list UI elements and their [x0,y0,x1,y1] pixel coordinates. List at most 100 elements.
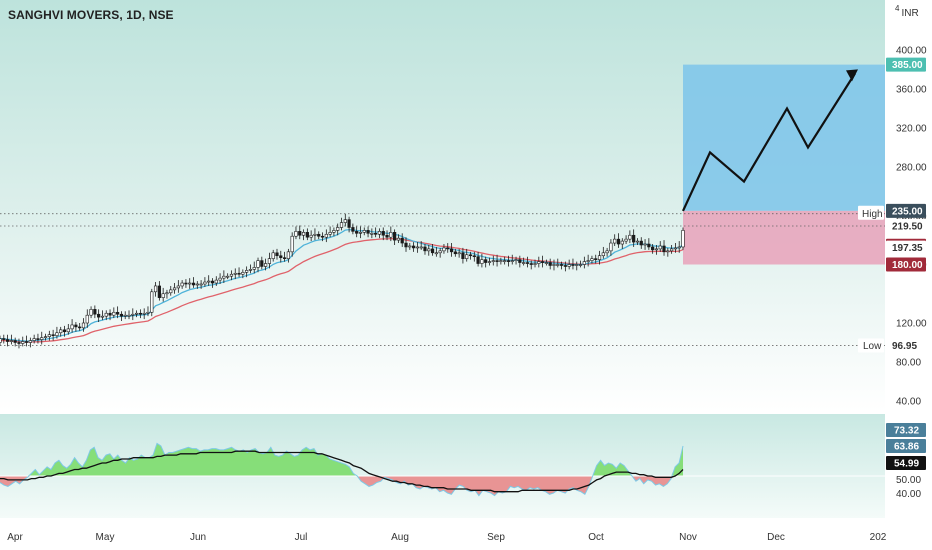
candle[interactable] [24,335,29,347]
candle[interactable] [222,270,226,284]
candle[interactable] [427,245,431,256]
candle[interactable] [377,228,382,239]
candle[interactable] [670,245,674,254]
candle[interactable] [681,227,685,250]
candle[interactable] [172,283,177,294]
candle[interactable] [43,333,48,341]
candle[interactable] [396,234,401,244]
candle[interactable] [218,273,222,284]
candle[interactable] [100,310,105,321]
candle[interactable] [66,323,70,335]
candle[interactable] [628,230,632,244]
candle[interactable] [457,248,461,258]
candle[interactable] [370,228,374,239]
candle[interactable] [366,226,370,238]
candle[interactable] [605,247,609,257]
candle[interactable] [609,239,613,256]
candle[interactable] [666,247,670,257]
candle[interactable] [434,246,438,257]
candle[interactable] [393,229,397,245]
candle[interactable] [446,243,450,253]
candle[interactable] [252,261,256,274]
candle[interactable] [256,257,260,273]
candle[interactable] [169,285,173,296]
candle[interactable] [374,227,378,238]
candle[interactable] [328,226,332,238]
candle[interactable] [616,233,621,248]
candle[interactable] [408,243,412,250]
candle[interactable] [324,229,328,243]
candle[interactable] [9,334,13,345]
candle[interactable] [313,228,317,241]
candle[interactable] [2,334,6,344]
candle[interactable] [415,242,419,253]
candle[interactable] [0,335,2,346]
candle[interactable] [525,256,530,268]
candle[interactable] [214,276,218,286]
stop-zone[interactable] [683,210,885,265]
candle[interactable] [85,309,89,328]
candle[interactable] [506,255,511,267]
candle[interactable] [662,240,666,256]
candle[interactable] [309,230,313,242]
candle[interactable] [347,216,351,233]
candle[interactable] [153,282,158,297]
candle[interactable] [613,234,617,246]
candle[interactable] [537,256,541,268]
candle[interactable] [552,259,556,271]
candle[interactable] [499,257,503,265]
candle[interactable] [112,307,116,319]
candle[interactable] [199,280,203,289]
candle[interactable] [510,254,514,265]
candle[interactable] [267,252,272,269]
candle[interactable] [503,256,507,265]
candle[interactable] [590,255,594,264]
candle[interactable] [632,229,636,247]
candle[interactable] [47,330,51,341]
candle[interactable] [620,238,624,249]
candle[interactable] [286,248,290,263]
candle[interactable] [582,256,586,269]
candle[interactable] [548,258,552,270]
candle[interactable] [332,227,336,237]
candle[interactable] [518,255,522,268]
candle[interactable] [362,227,366,236]
candle[interactable] [294,226,298,240]
candle[interactable] [55,326,59,339]
candle[interactable] [556,258,560,268]
candle[interactable] [594,254,598,264]
candle[interactable] [245,266,249,278]
candle[interactable] [226,273,230,280]
candle[interactable] [381,227,385,241]
candle[interactable] [438,247,442,258]
candle[interactable] [343,213,347,227]
candle[interactable] [142,308,146,320]
candle[interactable] [188,278,192,289]
candle[interactable] [74,322,78,332]
candle[interactable] [195,281,199,289]
candle[interactable] [207,275,211,286]
candle[interactable] [624,235,628,245]
candle[interactable] [123,311,127,320]
candle[interactable] [358,226,363,239]
candle[interactable] [597,250,602,265]
candle[interactable] [233,268,237,280]
candle[interactable] [480,253,484,268]
candle[interactable] [229,270,234,281]
candle[interactable] [108,309,112,321]
candle[interactable] [320,232,325,242]
candle[interactable] [411,242,416,252]
candle[interactable] [449,243,454,257]
candle[interactable] [639,237,643,249]
candle[interactable] [487,257,492,266]
candle[interactable] [176,280,180,293]
candle[interactable] [135,310,139,318]
candle[interactable] [419,241,423,250]
candle[interactable] [643,239,647,250]
projection-zigzag[interactable] [682,72,856,212]
candle[interactable] [529,260,533,270]
candle[interactable] [13,337,17,347]
candle[interactable] [491,255,495,266]
candle[interactable] [351,223,355,235]
candle[interactable] [279,250,283,263]
